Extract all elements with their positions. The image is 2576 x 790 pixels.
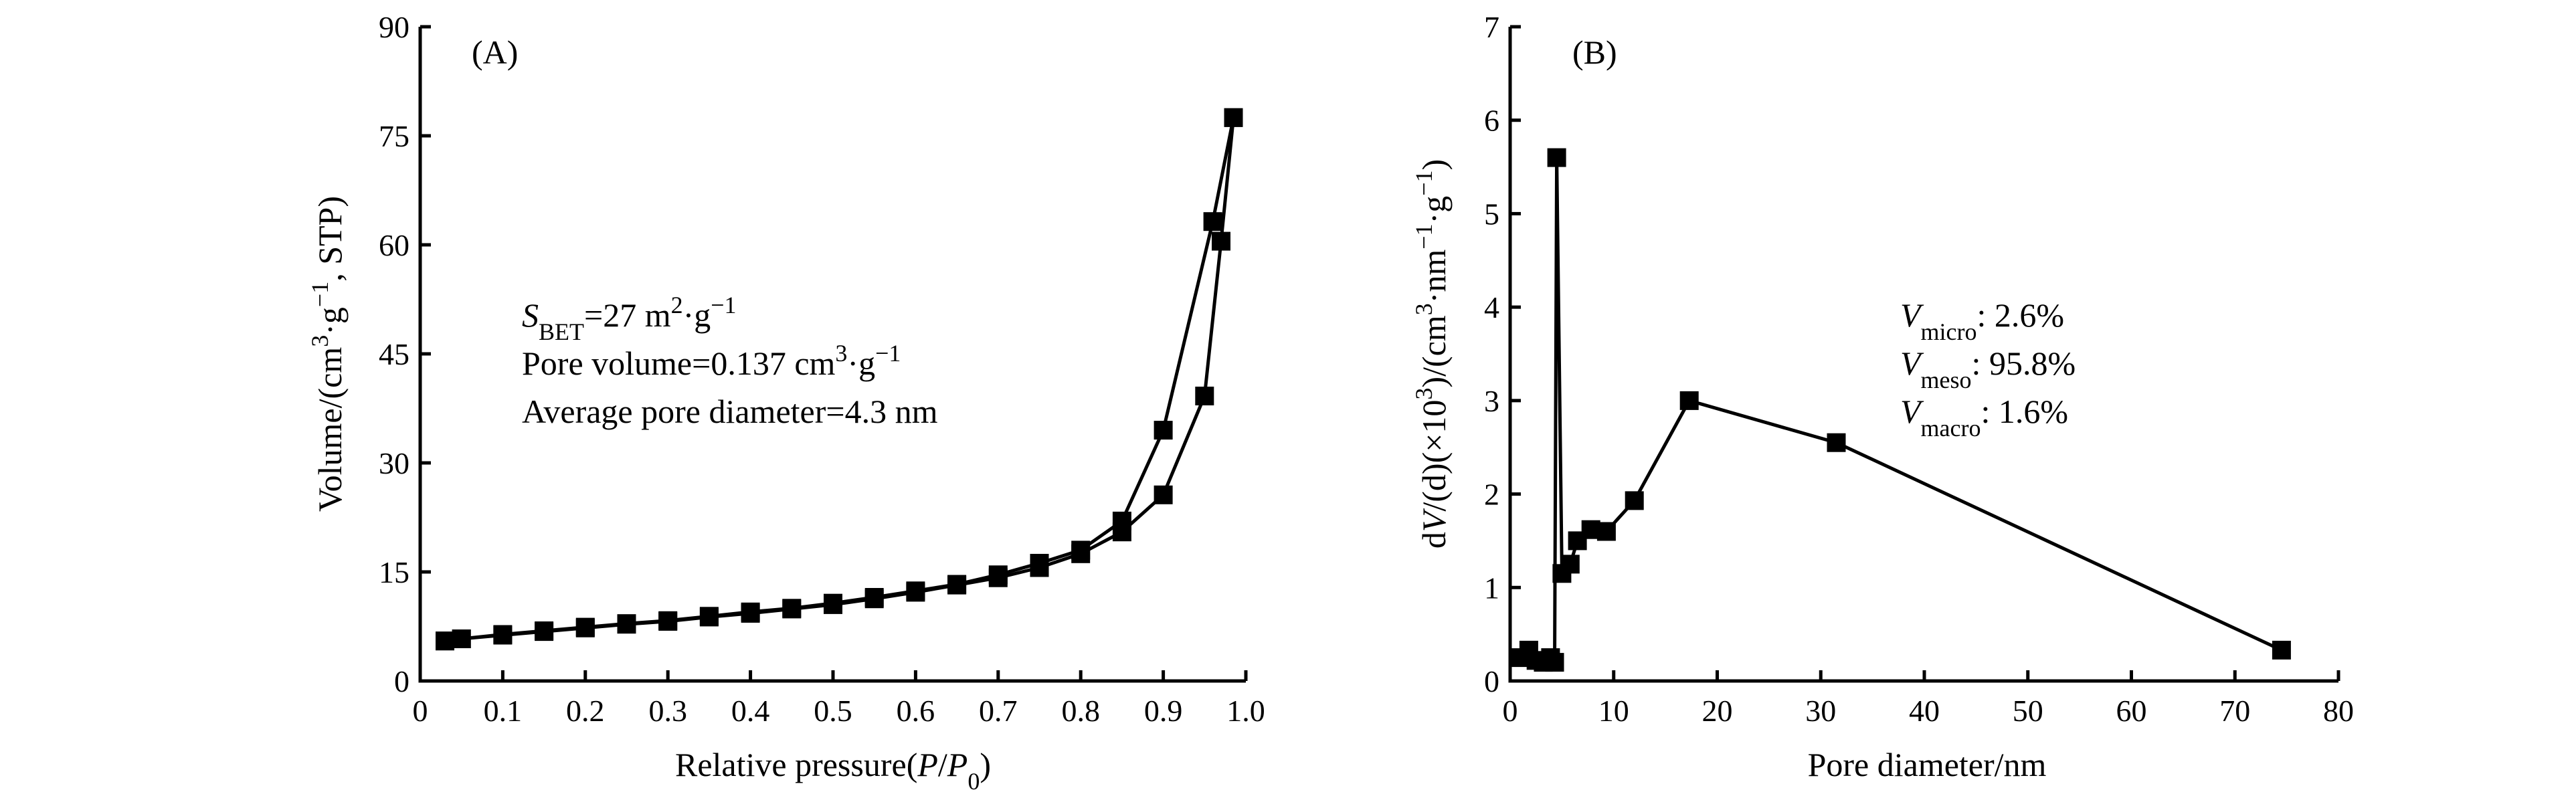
panel-a-series-2-point [699, 607, 719, 626]
panel-a-series-2-point [947, 575, 967, 594]
panel-b-x-tick-label: 10 [1598, 694, 1629, 728]
panel-a-series-2-point [782, 599, 802, 618]
panel-a-y-tick-label: 75 [379, 119, 409, 153]
panel-b-series-1-point [1596, 522, 1616, 541]
panel-a-series-2-point [1030, 554, 1049, 573]
panel-a-annotations: SBET=27 m2·g−1 Pore volume=0.137 cm3·g−1… [522, 292, 938, 430]
panel-b-x-tick-label: 60 [2116, 694, 2147, 728]
panel-b-annotations: Vmicro: 2.6% Vmeso: 95.8% Vmacro: 1.6% [1900, 296, 2076, 441]
panel-b-x-axis-label: Pore diameter/nm [1808, 746, 2047, 783]
panel-a-plot [436, 108, 1243, 651]
annotation-v-macro: Vmacro: 1.6% [1900, 393, 2068, 441]
panel-a-series-2-point [1112, 511, 1131, 530]
panel-a-series-2-point [824, 593, 842, 613]
panel-a-letter: (A) [472, 33, 518, 71]
panel-b-x-tick-label: 30 [1805, 694, 1836, 728]
panel-a-series-1-point [1212, 231, 1230, 251]
panel-a-series-2-point [1071, 540, 1091, 560]
panel-b-x-tick-label: 50 [2013, 694, 2043, 728]
panel-a-y-tick-label: 45 [379, 337, 409, 371]
annotation-pore-volume: Pore volume=0.137 cm3·g−1 [522, 340, 901, 382]
panel-a-x-tick-label: 0.1 [484, 694, 523, 728]
panel-a-series-2-point [436, 631, 454, 651]
panel-a-series-2-point [1154, 421, 1173, 440]
annotation-v-meso: Vmeso: 95.8% [1900, 344, 2076, 393]
panel-a-series-2-point [575, 617, 595, 637]
panel-b-ticks: 0 10 20 30 40 50 60 70 80 0 1 2 3 4 5 6 7 [1484, 10, 2354, 728]
panel-b-y-axis-label: dV/(d)(×103)/(cm3·nm−1·g−1) [1410, 159, 1453, 549]
panel-b-y-tick-label: 5 [1484, 197, 1499, 231]
panel-a-y-tick-label: 15 [379, 555, 409, 589]
panel-b-x-tick-label: 20 [1702, 694, 1733, 728]
panel-b-series-1-point [1827, 433, 1846, 452]
panel-a-series-2-point [617, 614, 636, 633]
panel-a-series-1-point [1154, 485, 1173, 504]
panel-a-x-tick-label: 0.2 [566, 694, 605, 728]
panel-a-series-2-point [906, 581, 925, 601]
panel-a-series-2-point [658, 611, 678, 630]
panel-a-x-tick-label: 1.0 [1226, 694, 1265, 728]
panel-b-plot [1511, 148, 2291, 672]
panel-a-series-1-point [1195, 387, 1214, 405]
panel-a-series-2-point [741, 602, 760, 621]
panel-a-series-2-point [1224, 108, 1243, 127]
panel-a-y-tick-label: 60 [379, 228, 409, 262]
panel-a-series-2-point [1203, 212, 1222, 231]
panel-b-series-1-point [1560, 555, 1580, 574]
panel-b-y-tick-label: 3 [1484, 384, 1499, 418]
panel-b-y-tick-label: 1 [1484, 571, 1499, 605]
panel-b-series-1-point [1625, 491, 1644, 510]
panel-a-series-2-point [864, 588, 884, 607]
panel-b-axes [1508, 27, 2338, 683]
panel-a-x-tick-label: 0.5 [814, 694, 852, 728]
panel-b-y-tick-label: 7 [1484, 10, 1499, 44]
panel-a-y-tick-label: 30 [379, 446, 409, 480]
panel-a-series-2-point [988, 565, 1008, 585]
panel-b-series-1-point [1679, 391, 1699, 410]
panel-b-letter: (B) [1572, 33, 1617, 71]
panel-b-series-1-point [1545, 653, 1564, 672]
panel-a-x-tick-label: 0.6 [897, 694, 935, 728]
panel-b-series-1-point [1547, 148, 1566, 167]
panel-a-x-tick-label: 0.3 [648, 694, 687, 728]
panel-a-y-tick-label: 0 [394, 664, 409, 698]
panel-b-y-tick-label: 2 [1484, 478, 1499, 512]
panel-a-x-tick-label: 0.8 [1061, 694, 1100, 728]
panel-b-series-1-point [2272, 640, 2291, 660]
annotation-v-micro: Vmicro: 2.6% [1900, 296, 2064, 345]
panel-a-x-tick-label: 0.4 [731, 694, 770, 728]
panel-a-series-2-point [452, 629, 471, 648]
panel-b-x-tick-label: 80 [2323, 694, 2354, 728]
panel-b-x-tick-label: 0 [1503, 694, 1518, 728]
panel-b-x-tick-label: 40 [1909, 694, 1940, 728]
panel-b-y-tick-label: 6 [1484, 104, 1499, 138]
panel-b-y-tick-label: 4 [1484, 290, 1499, 324]
annotation-sbet: SBET=27 m2·g−1 [522, 292, 737, 345]
panel-b-chart: 0 10 20 30 40 50 60 70 80 0 1 2 3 4 5 6 7 (B) Pore diame… [1410, 10, 2354, 783]
panel-a-series-2-point [493, 625, 513, 644]
panel-a-x-tick-label: 0 [413, 694, 428, 728]
panel-a-series-2-point [535, 621, 554, 640]
panel-a-y-axis-label: Volume/(cm3·g−1, STP) [306, 196, 349, 512]
panel-b-y-tick-label: 0 [1484, 664, 1499, 698]
annotation-avg-pore-diameter: Average pore diameter=4.3 nm [522, 393, 938, 430]
panel-a-chart: 0 0.1 0.2 0.3 0.4 0.5 0.6 0.7 0.8 0.9 1.0 0 15 30 45 60… [306, 10, 1265, 790]
panel-a-ticks: 0 0.1 0.2 0.3 0.4 0.5 0.6 0.7 0.8 0.9 1.0 0 15 30 45 60… [379, 10, 1265, 728]
panel-a-x-tick-label: 0.9 [1144, 694, 1183, 728]
panel-b-x-tick-label: 70 [2219, 694, 2250, 728]
panel-a-y-tick-label: 90 [379, 10, 409, 44]
panel-a-x-tick-label: 0.7 [979, 694, 1018, 728]
panel-a-x-axis-label: Relative pressure(P/P0) [675, 746, 991, 790]
